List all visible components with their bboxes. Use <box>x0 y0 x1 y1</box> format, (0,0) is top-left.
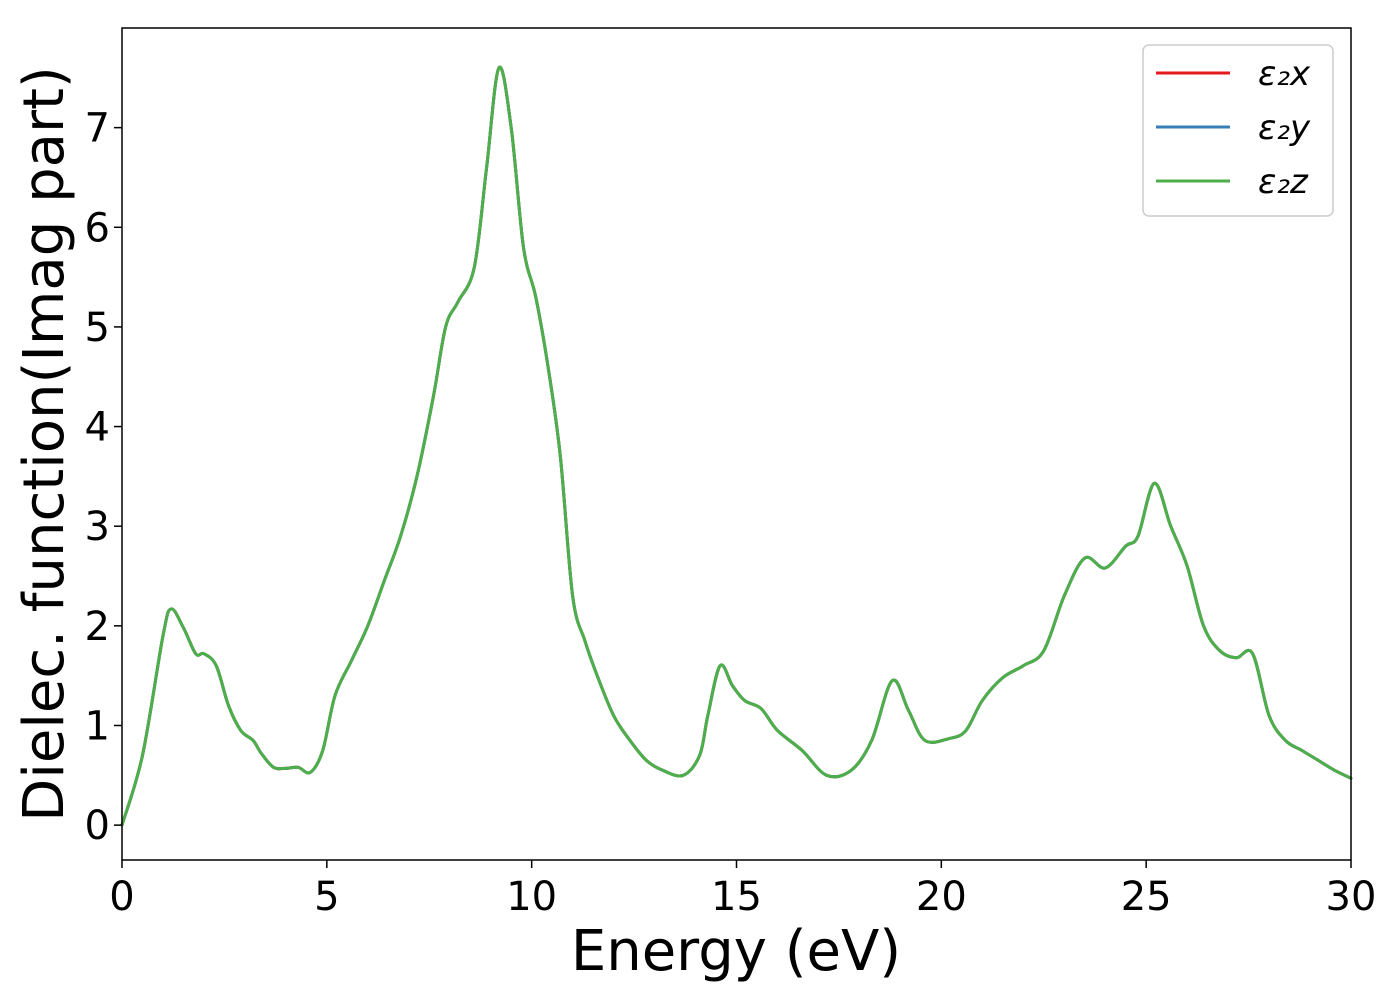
y-tick-label: 0 <box>85 803 110 849</box>
x-tick-label: 0 <box>109 874 134 920</box>
y-tick-label: 1 <box>85 703 110 749</box>
x-axis-ticks: 0 5 10 15 20 25 30 <box>109 860 1376 920</box>
legend-items: ε₂x ε₂y ε₂z <box>1156 54 1311 202</box>
x-tick-label: 25 <box>1121 874 1172 920</box>
x-tick-label: 15 <box>711 874 762 920</box>
y-tick-label: 5 <box>85 305 110 351</box>
legend-label-3: ε₂z <box>1258 162 1309 202</box>
legend-label-2: ε₂y <box>1258 108 1311 148</box>
x-tick-label: 30 <box>1326 874 1377 920</box>
legend-box <box>1142 44 1334 217</box>
y-tick-label: 6 <box>85 205 110 251</box>
legend: ε₂x ε₂y ε₂z <box>1142 44 1334 217</box>
x-tick-label: 10 <box>506 874 557 920</box>
y-tick-label: 2 <box>85 604 110 650</box>
y-tick-label: 4 <box>85 405 110 451</box>
y-axis-label: Dielec. function(Imag part) <box>12 66 77 822</box>
x-axis-label: Energy (eV) <box>571 919 901 984</box>
y-tick-label: 3 <box>85 504 110 550</box>
y-axis-ticks: 0 1 2 3 4 5 6 7 <box>85 106 122 849</box>
legend-label-1: ε₂x <box>1258 54 1311 94</box>
series-layer <box>120 65 1353 827</box>
x-tick-label: 5 <box>314 874 339 920</box>
x-tick-label: 20 <box>916 874 967 920</box>
series-line-3 <box>120 65 1353 827</box>
y-tick-label: 7 <box>85 106 110 152</box>
